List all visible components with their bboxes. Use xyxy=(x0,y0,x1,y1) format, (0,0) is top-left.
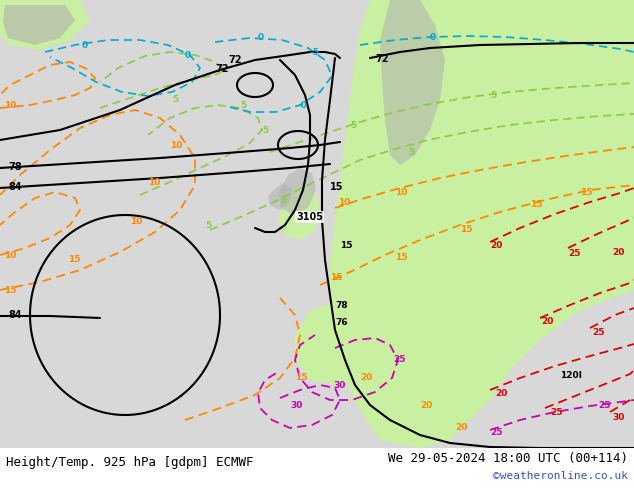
Text: 0: 0 xyxy=(185,51,191,60)
Text: 10: 10 xyxy=(170,141,183,150)
Text: 5: 5 xyxy=(205,221,211,230)
Text: 10: 10 xyxy=(4,101,16,110)
Text: 30: 30 xyxy=(290,401,302,410)
Text: 10: 10 xyxy=(4,251,16,260)
Text: 20: 20 xyxy=(455,423,467,432)
Text: 72: 72 xyxy=(215,64,228,74)
Text: 120I: 120I xyxy=(560,371,582,380)
Text: 0: 0 xyxy=(430,33,436,42)
Text: 84: 84 xyxy=(8,310,22,320)
Text: 78: 78 xyxy=(8,162,22,172)
Polygon shape xyxy=(268,183,292,210)
Text: 5: 5 xyxy=(172,95,178,104)
Text: 20: 20 xyxy=(420,401,432,410)
Text: 5: 5 xyxy=(240,101,246,110)
Text: 25: 25 xyxy=(592,328,604,337)
Polygon shape xyxy=(380,0,445,165)
Text: 25: 25 xyxy=(490,428,503,437)
Text: 25: 25 xyxy=(550,408,562,417)
Text: 0: 0 xyxy=(258,33,264,42)
Text: 76: 76 xyxy=(335,318,347,327)
Text: 15: 15 xyxy=(460,225,472,234)
Text: ©weatheronline.co.uk: ©weatheronline.co.uk xyxy=(493,471,628,481)
Text: 10: 10 xyxy=(130,217,143,226)
Text: 15: 15 xyxy=(330,273,342,282)
Text: 78: 78 xyxy=(335,301,347,310)
Text: 20: 20 xyxy=(541,317,553,326)
Text: 25: 25 xyxy=(393,355,406,364)
Text: 20: 20 xyxy=(495,389,507,398)
Text: 25: 25 xyxy=(568,249,581,258)
Text: 10: 10 xyxy=(148,178,160,187)
Polygon shape xyxy=(3,5,75,45)
Text: 20: 20 xyxy=(490,241,502,250)
Polygon shape xyxy=(279,168,316,215)
Text: 15: 15 xyxy=(330,182,344,192)
Polygon shape xyxy=(0,0,90,50)
Text: 30: 30 xyxy=(333,381,346,390)
Polygon shape xyxy=(295,295,400,385)
Text: 15: 15 xyxy=(395,253,408,262)
Text: Height/Temp. 925 hPa [gdpm] ECMWF: Height/Temp. 925 hPa [gdpm] ECMWF xyxy=(6,456,254,468)
Text: 10: 10 xyxy=(395,188,408,197)
Text: 25: 25 xyxy=(598,401,611,410)
Text: 72: 72 xyxy=(375,54,389,64)
Text: -0: -0 xyxy=(298,101,308,110)
Text: 5: 5 xyxy=(350,121,356,130)
Text: 0: 0 xyxy=(82,41,88,50)
Text: 5: 5 xyxy=(408,148,414,157)
Text: 20: 20 xyxy=(360,373,372,382)
Text: 20: 20 xyxy=(612,248,624,257)
Text: 5: 5 xyxy=(280,196,286,205)
Text: 15: 15 xyxy=(580,188,593,197)
Text: 3105: 3105 xyxy=(296,212,323,222)
Text: 15: 15 xyxy=(68,255,81,264)
Text: 30: 30 xyxy=(612,413,624,422)
Text: 10: 10 xyxy=(338,198,351,207)
Text: 5: 5 xyxy=(262,126,268,135)
Text: We 29-05-2024 18:00 UTC (00+114): We 29-05-2024 18:00 UTC (00+114) xyxy=(388,451,628,465)
Text: 15: 15 xyxy=(295,373,307,382)
Text: 84: 84 xyxy=(8,182,22,192)
Text: 72: 72 xyxy=(228,55,242,65)
Text: 15: 15 xyxy=(4,286,16,295)
Bar xyxy=(0,448,634,490)
Polygon shape xyxy=(278,185,320,240)
Text: 15: 15 xyxy=(340,241,353,250)
Text: 5: 5 xyxy=(490,91,496,100)
Text: -5: -5 xyxy=(310,48,320,57)
Polygon shape xyxy=(330,0,634,448)
Text: 15: 15 xyxy=(530,200,543,209)
